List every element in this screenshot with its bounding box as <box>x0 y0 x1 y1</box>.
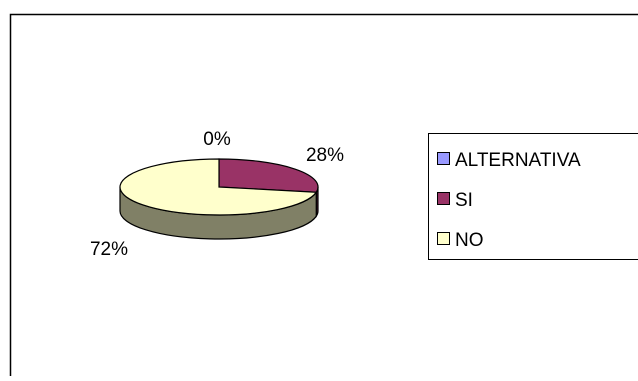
legend-swatch-no <box>438 233 450 245</box>
legend-swatch-alternativa <box>438 153 450 165</box>
legend-swatch-si <box>438 193 450 205</box>
legend-label-alternativa: ALTERNATIVA <box>455 150 581 171</box>
legend-label-si: SI <box>455 190 473 211</box>
pie-group <box>120 159 318 239</box>
data-label-alternativa: 0% <box>203 129 231 150</box>
data-label-no: 72% <box>90 239 128 260</box>
legend: ALTERNATIVA SI NO <box>429 134 638 260</box>
legend-label-no: NO <box>455 230 484 251</box>
data-label-si: 28% <box>306 145 344 166</box>
